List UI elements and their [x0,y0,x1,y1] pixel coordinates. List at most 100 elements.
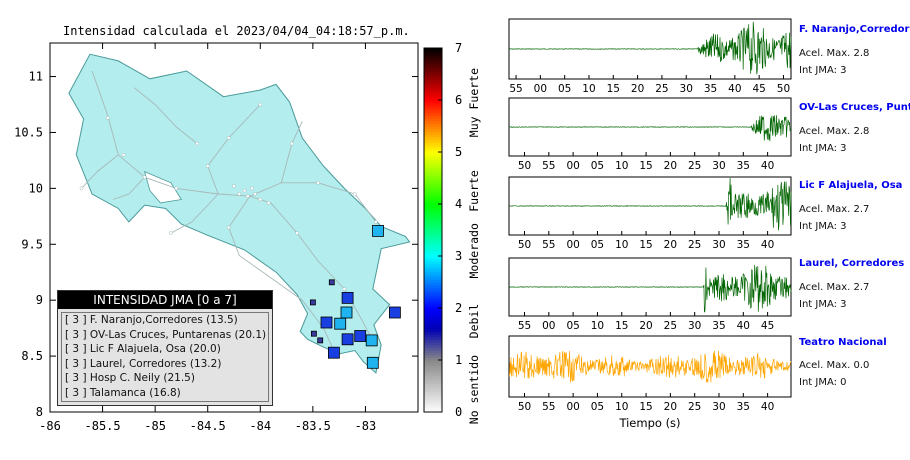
colorbar-segment [424,409,442,413]
colorbar-segment [424,227,442,231]
station-name: Laurel, Corredores [799,258,905,269]
time-tick-label: 30 [688,320,701,332]
time-tick-label: 40 [728,83,741,95]
colorbar-segment [424,188,442,192]
colorbar-segment [424,276,442,280]
time-tick-label: 10 [615,401,628,413]
time-tick-label: 00 [566,160,579,172]
colorbar-segment [424,370,442,374]
time-tick-label: 35 [737,401,750,413]
colorbar-segment [424,321,442,325]
colorbar-segment [424,61,442,65]
colorbar-segment [424,144,442,148]
colorbar-segment [424,48,442,52]
y-tick-label: 8 [36,405,43,419]
colorbar-segment [424,282,442,286]
town-dot [316,180,320,185]
station-name: Lic F Alajuela, Osa [799,180,903,191]
town-dot [245,194,250,198]
colorbar-segment [424,165,442,169]
colorbar-segment [424,323,442,327]
colorbar-category-label: Moderado [467,223,481,278]
gulf-of-nicoya [143,170,183,204]
colorbar-segment [424,279,442,283]
time-tick-label: 00 [542,320,555,332]
time-tick-label: 05 [591,160,604,172]
colorbar-segment [424,71,442,75]
colorbar-frame [423,47,443,413]
colorbar-segment [424,102,442,106]
station-marker [372,224,384,237]
town-dot [106,116,110,120]
colorbar-segment [424,391,442,395]
y-tick-label: 10 [29,181,43,195]
time-tick-label: 25 [655,83,668,95]
colorbar-segment [424,131,442,135]
colorbar-segment [424,344,442,348]
town-dot [205,164,210,168]
colorbar-segment [424,50,442,54]
time-tick-label: 35 [737,239,750,251]
colorbar-segment [424,404,442,408]
colorbar-segment [424,261,442,265]
colorbar-segment [424,149,442,153]
road-line [133,87,198,144]
town-dot [342,287,347,291]
colorbar-segment [424,253,442,257]
colorbar-segment [424,305,442,309]
colorbar-segment [424,250,442,254]
colorbar-segment [424,269,442,273]
time-tick-label: 15 [639,239,652,251]
colorbar-segment [424,206,442,210]
time-tick-label: 30 [712,239,725,251]
x-tick-label: -84 [249,419,271,433]
time-axis-label: Tiempo (s) [618,416,680,430]
waveform-trace [509,264,792,313]
town-dot [79,186,84,191]
colorbar-segment [424,388,442,392]
colorbar-segment [424,167,442,171]
time-tick-label: 35 [704,83,717,95]
colorbar-segment [424,152,442,156]
town-dot [232,184,236,188]
colorbar-tick-label: 4 [455,197,462,211]
colorbar-segment [424,53,442,57]
colorbar-category-label: Fuerte [467,170,481,212]
colorbar-segment [424,243,442,247]
jma-intensity: Int JMA: 3 [799,65,847,76]
x-tick-label: -83 [355,419,377,433]
colorbar-segment [424,68,442,72]
station-marker [354,330,367,342]
time-tick-label: 45 [761,320,774,332]
town-dot [250,186,254,191]
colorbar-segment [424,76,442,80]
colorbar-segment [424,113,442,117]
road-line [207,104,261,195]
colorbar-category-label: Muy Fuerte [467,68,481,137]
town-dot [374,220,378,224]
colorbar-segment [424,79,442,83]
time-tick-label: 15 [639,401,652,413]
station-marker [341,291,354,304]
legend-item: [ 3 ] Hosp C. Neily (21.5) [65,372,195,385]
time-tick-label: 20 [639,320,652,332]
time-tick-label: 30 [680,83,693,95]
jma-intensity: Int JMA: 3 [799,221,847,232]
acel-max: Acel. Max. 2.8 [799,48,870,59]
colorbar-segment [424,136,442,140]
time-tick-label: 00 [566,239,579,251]
legend-item: [ 3 ] F. Naranjo,Corredores (13.5) [65,314,238,326]
colorbar-segment [424,94,442,98]
time-tick-label: 25 [688,401,701,413]
colorbar-segment [424,258,442,262]
colorbar-segment [424,318,442,322]
colorbar-segment [424,97,442,101]
x-tick-label: -83.5 [295,419,331,433]
time-tick-label: 20 [664,239,677,251]
colorbar-segment [424,146,442,150]
colorbar-segment [424,139,442,143]
colorbar-segment [424,245,442,249]
time-tick-label: 10 [582,83,595,95]
colorbar-segment [424,237,442,241]
